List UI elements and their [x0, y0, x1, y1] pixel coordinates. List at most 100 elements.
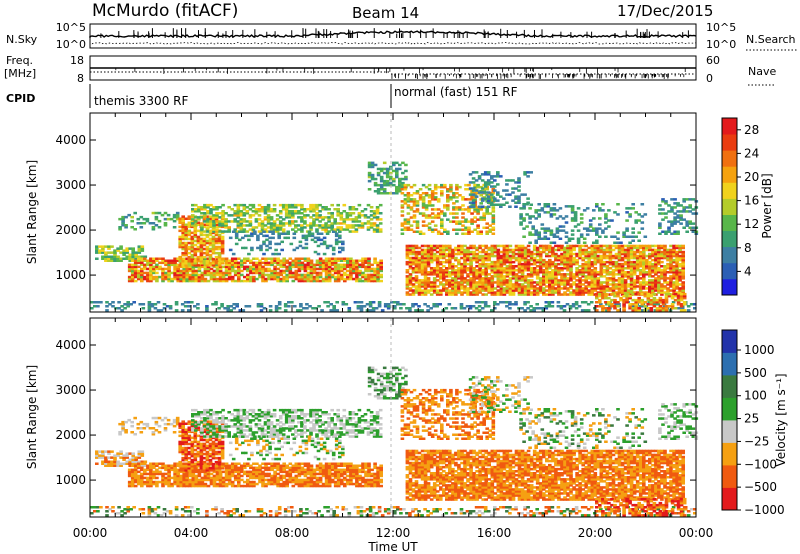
power-cell	[200, 226, 204, 229]
power-cell	[526, 260, 531, 264]
power-cell	[224, 271, 229, 275]
power-cell	[490, 177, 494, 180]
power-cell	[313, 250, 318, 254]
power-cell	[227, 261, 232, 265]
power-cell	[457, 271, 461, 274]
power-cell	[519, 223, 523, 226]
power-cell	[472, 252, 476, 256]
power-cell	[284, 203, 289, 207]
power-cell	[596, 279, 601, 282]
power-cell	[523, 275, 528, 278]
power-cell	[560, 293, 564, 296]
power-cell	[342, 210, 347, 213]
power-cell	[386, 303, 391, 306]
power-cell	[493, 179, 497, 182]
power-cell	[218, 267, 223, 271]
power-cell	[535, 252, 540, 256]
power-cell	[140, 279, 144, 283]
power-cell	[490, 250, 495, 254]
power-cell	[645, 260, 649, 264]
power-cell	[104, 255, 108, 258]
power-cell	[623, 248, 628, 252]
power-cell	[279, 271, 283, 275]
power-cell	[412, 204, 417, 207]
power-cell	[333, 257, 338, 260]
power-cell	[221, 224, 225, 227]
power-cell	[401, 185, 405, 189]
power-cell	[463, 248, 467, 252]
power-cell	[245, 230, 250, 233]
power-cell	[292, 248, 297, 252]
power-cell	[669, 289, 673, 292]
power-cell	[196, 303, 200, 306]
power-cell	[626, 252, 631, 256]
power-cell	[583, 301, 588, 304]
power-cell	[514, 275, 519, 278]
power-cell	[573, 211, 578, 214]
power-cell	[560, 262, 564, 266]
power-cell	[535, 289, 540, 292]
power-cell	[543, 205, 548, 208]
power-cell	[256, 303, 261, 306]
power-cell	[118, 217, 122, 221]
power-cell	[301, 236, 306, 240]
power-cell	[596, 250, 601, 254]
power-cell	[140, 259, 145, 262]
power-cell	[318, 259, 323, 262]
power-cell	[105, 305, 109, 308]
power-cell	[187, 305, 191, 308]
power-cell	[590, 291, 595, 294]
power-cell	[557, 289, 561, 292]
power-cell	[146, 273, 150, 277]
power-cell	[200, 279, 205, 283]
power-cell	[385, 173, 390, 177]
power-cell	[315, 214, 319, 217]
power-cell	[173, 263, 177, 267]
power-cell	[511, 271, 516, 274]
power-cell	[490, 277, 495, 280]
power-cell	[408, 246, 413, 250]
power-cell	[534, 229, 538, 232]
power-cell	[440, 222, 444, 225]
power-cell	[221, 271, 226, 275]
power-cell	[376, 167, 381, 171]
power-cell	[433, 216, 438, 219]
power-cell	[435, 265, 440, 268]
power-cell	[572, 244, 576, 248]
power-cell	[611, 277, 616, 280]
power-cell	[523, 260, 528, 264]
power-cell	[645, 281, 649, 284]
power-cell	[440, 210, 444, 213]
power-cell	[511, 254, 516, 258]
power-cell	[542, 262, 546, 266]
power-cell	[551, 260, 555, 264]
power-cell	[162, 303, 167, 306]
power-cell	[220, 305, 224, 308]
power-cell	[572, 275, 576, 278]
power-cell	[436, 185, 441, 189]
power-cell	[330, 259, 335, 262]
power-cell	[303, 277, 308, 281]
power-cell	[315, 267, 320, 271]
power-cell	[693, 303, 697, 306]
power-cell	[206, 220, 210, 223]
power-cell	[403, 222, 408, 225]
power-cell	[478, 279, 482, 282]
power-cell	[345, 224, 350, 227]
power-cell	[481, 260, 485, 264]
power-cell	[249, 269, 253, 273]
power-cell	[499, 250, 504, 254]
power-cell	[294, 210, 298, 213]
power-cell	[261, 277, 265, 281]
power-cell	[190, 243, 195, 247]
power-cell	[525, 225, 529, 228]
power-cell	[111, 301, 115, 304]
power-cell	[479, 216, 483, 219]
power-cell	[520, 265, 525, 268]
power-cell	[566, 254, 570, 258]
power-cell	[199, 243, 204, 247]
power-cell	[638, 258, 643, 262]
power-cell	[626, 277, 631, 280]
power-cell	[481, 269, 485, 272]
power-cell	[417, 283, 422, 286]
